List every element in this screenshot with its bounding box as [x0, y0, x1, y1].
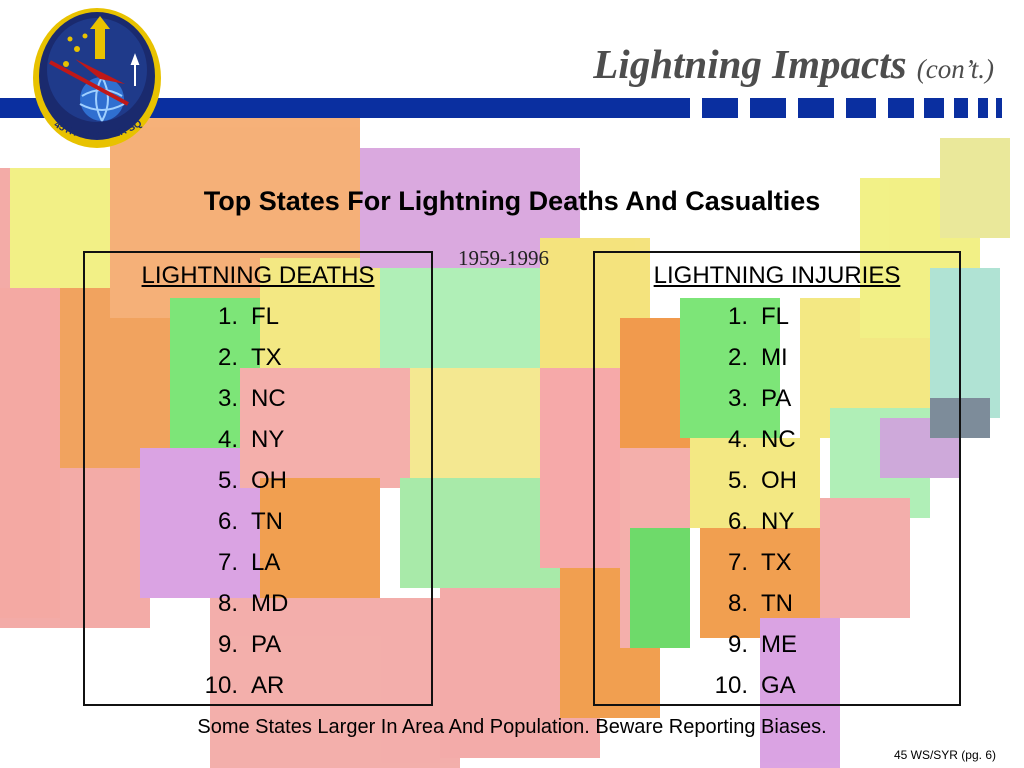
- title-suffix: (con’t.): [916, 54, 994, 84]
- rank-number: 10.: [714, 671, 748, 699]
- state-code: NY: [761, 507, 795, 535]
- state-code: GA: [761, 671, 796, 699]
- rank-number: 9.: [727, 630, 748, 658]
- rank-row: 7. LA: [85, 542, 431, 583]
- state-code: LA: [251, 548, 281, 576]
- rank-row: 8. TN: [595, 583, 959, 624]
- rank-number: 1.: [217, 302, 238, 330]
- state-code: NY: [251, 425, 285, 453]
- state-code: AR: [251, 671, 285, 699]
- page-footer: 45 WS/SYR (pg. 6): [893, 748, 996, 762]
- rank-row: 5. OH: [595, 460, 959, 501]
- rank-row: 4. NY: [85, 419, 431, 460]
- state-code: FL: [761, 302, 790, 330]
- rank-row: 10. AR: [85, 665, 431, 706]
- rank-row: 1. FL: [85, 296, 431, 337]
- state-code: MI: [761, 343, 788, 371]
- rank-number: 8.: [217, 589, 238, 617]
- state-code: ME: [761, 630, 797, 658]
- rank-number: 8.: [727, 589, 748, 617]
- rank-row: 1. FL: [595, 296, 959, 337]
- rank-number: 5.: [727, 466, 748, 494]
- state-code: PA: [761, 384, 792, 412]
- injuries-header: LIGHTNING INJURIES: [653, 262, 901, 289]
- state-code: OH: [251, 466, 287, 494]
- slide-title: Lightning Impacts (con’t.): [593, 40, 994, 88]
- state-code: TX: [761, 548, 792, 576]
- header-stripe-bar: [0, 98, 1002, 118]
- rank-number: 5.: [217, 466, 238, 494]
- rank-number: 2.: [727, 343, 748, 371]
- state-code: PA: [251, 630, 282, 658]
- title-main: Lightning Impacts: [593, 41, 907, 87]
- state-code: MD: [251, 589, 289, 617]
- deaths-header: LIGHTNING DEATHS: [141, 262, 375, 289]
- state-code: TX: [251, 343, 282, 371]
- state-code: TN: [761, 589, 793, 617]
- rank-number: 1.: [727, 302, 748, 330]
- state-code: OH: [761, 466, 797, 494]
- year-range: 1959-1996: [458, 246, 549, 270]
- rank-row: 4. NC: [595, 419, 959, 460]
- rank-row: 3. PA: [595, 378, 959, 419]
- state-code: NC: [761, 425, 796, 453]
- deaths-list: 1. FL 2. TX 3. NC 4. NY 5. OH 6. TN 7. LA 8. MD 9. PA 10. A…: [85, 296, 431, 706]
- state-code: TN: [251, 507, 283, 535]
- rank-number: 6.: [217, 507, 238, 535]
- slide-heading: Top States For Lightning Deaths And Casu…: [203, 186, 821, 216]
- rank-row: 9. PA: [85, 624, 431, 665]
- rank-number: 7.: [727, 548, 748, 576]
- rank-row: 2. TX: [85, 337, 431, 378]
- rank-row: 6. NY: [595, 501, 959, 542]
- rank-number: 7.: [217, 548, 238, 576]
- lightning-deaths-box: LIGHTNING DEATHS 1. FL 2. TX 3. NC 4. NY 5. OH 6. T…: [83, 251, 433, 706]
- rank-row: 8. MD: [85, 583, 431, 624]
- rank-number: 6.: [727, 507, 748, 535]
- squadron-logo-emblem: 45TH WEATHER SQUADRON: [30, 4, 161, 148]
- rank-number: 10.: [204, 671, 238, 699]
- rank-number: 4.: [727, 425, 748, 453]
- state-code: NC: [251, 384, 286, 412]
- bias-note: Some States Larger In Area And Populatio…: [197, 716, 827, 738]
- rank-number: 3.: [217, 384, 238, 412]
- rank-row: 10. GA: [595, 665, 959, 706]
- rank-row: 9. ME: [595, 624, 959, 665]
- us-lightning-map-background: [0, 118, 1010, 768]
- rank-row: 7. TX: [595, 542, 959, 583]
- injuries-list: 1. FL 2. MI 3. PA 4. NC 5. OH 6. NY 7. TX 8. TN 9. ME 10. G…: [595, 296, 959, 706]
- lightning-injuries-box: LIGHTNING INJURIES 1. FL 2. MI 3. PA 4. NC 5. OH 6…: [593, 251, 961, 706]
- rank-number: 2.: [217, 343, 238, 371]
- state-code: FL: [251, 302, 280, 330]
- rank-number: 4.: [217, 425, 238, 453]
- rank-row: 5. OH: [85, 460, 431, 501]
- rank-row: 2. MI: [595, 337, 959, 378]
- rank-number: 3.: [727, 384, 748, 412]
- rank-row: 6. TN: [85, 501, 431, 542]
- rank-row: 3. NC: [85, 378, 431, 419]
- rank-number: 9.: [217, 630, 238, 658]
